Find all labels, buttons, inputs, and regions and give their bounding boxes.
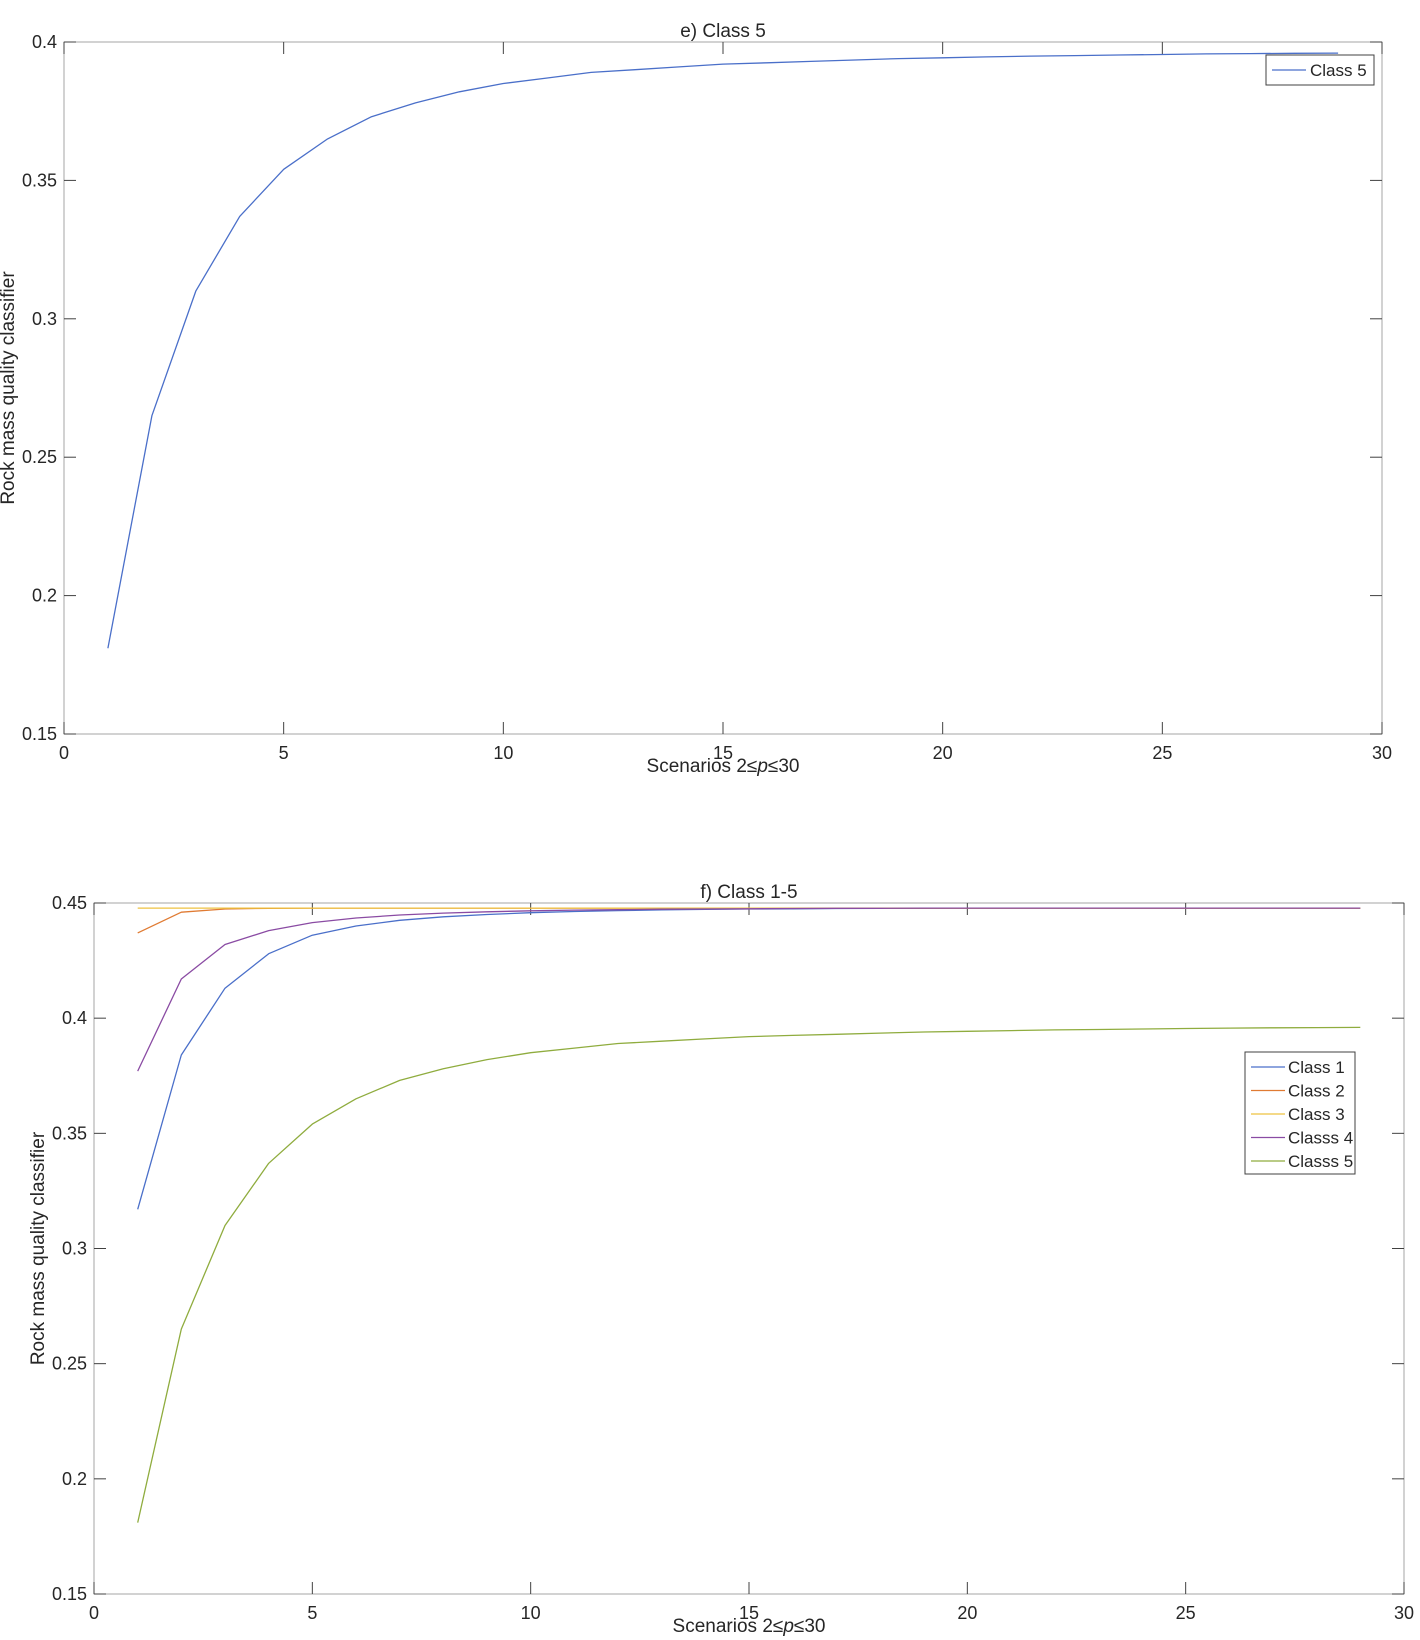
chart-f-x-tick-label: 15 [739, 1603, 759, 1623]
chart-e-x-tick-label: 25 [1152, 743, 1172, 763]
chart-f-legend-label: Classs 4 [1288, 1129, 1353, 1148]
chart-e-plot-area [63, 41, 1383, 735]
chart-f-plot-area [93, 902, 1405, 1595]
chart-e-x-tick-label: 0 [59, 743, 69, 763]
chart-e-legend: Class 5 [1265, 54, 1375, 86]
chart-e-series-line-1 [107, 52, 1339, 649]
chart-f-legend-label: Class 1 [1288, 1058, 1345, 1077]
chart-e-x-tick-label: 15 [713, 743, 733, 763]
chart-f-legend-label: Class 2 [1288, 1082, 1345, 1101]
chart-e-y-tick-label: 0.4 [32, 32, 57, 52]
chart-f-legend-label: Class 3 [1288, 1105, 1345, 1124]
chart-f-x-tick-label: 20 [957, 1603, 977, 1623]
chart-f-x-tick-label: 30 [1394, 1603, 1414, 1623]
chart-f-series-line-4 [137, 907, 1361, 1072]
chart-e-y-tick-label: 0.3 [32, 309, 57, 329]
chart-f-y-tick-label: 0.2 [62, 1469, 87, 1489]
chart-e-x-tick-label: 10 [493, 743, 513, 763]
chart-f-y-tick-label: 0.3 [62, 1239, 87, 1259]
chart-f: 0 5 10 15 20 25 30 0.15 0.2 0.25 0.3 0.35 0.4 0.45 f) … [28, 882, 1414, 1637]
chart-f-y-tick-label: 0.35 [52, 1123, 87, 1143]
chart-f-title: f) Class 1-5 [700, 882, 797, 903]
chart-f-series-line-5 [137, 1026, 1361, 1523]
chart-f-x-tick-label: 10 [521, 1603, 541, 1623]
chart-e: 0 5 10 15 20 25 30 0.15 0.2 0.25 0.3 0.35 0.4 e) Clas… [0, 21, 1392, 777]
chart-f-y-tick-label: 0.45 [52, 893, 87, 913]
chart-e-legend-label: Class 5 [1310, 61, 1367, 80]
chart-e-y-tick-label: 0.25 [22, 447, 57, 467]
chart-f-x-axis-label: Scenarios 2≤p≤30 [673, 1616, 826, 1637]
chart-f-x-tick-label: 0 [89, 1603, 99, 1623]
chart-f-legend: Class 1 Class 2 Class 3 Classs 4 Classs 5 [1244, 1051, 1356, 1175]
chart-e-x-tick-label: 5 [279, 743, 289, 763]
chart-e-title: e) Class 5 [680, 21, 766, 42]
chart-e-x-tick-label: 20 [933, 743, 953, 763]
chart-f-legend-box [1244, 1051, 1356, 1175]
chart-e-x-tick-label: 30 [1372, 743, 1392, 763]
chart-e-y-tick-label: 0.35 [22, 170, 57, 190]
chart-e-x-axis-label: Scenarios 2≤p≤30 [647, 756, 800, 777]
chart-e-y-tick-label: 0.15 [22, 724, 57, 744]
chart-f-y-axis-label: Rock mass quality classifier [28, 1131, 49, 1365]
chart-f-y-tick-label: 0.4 [62, 1008, 87, 1028]
chart-f-y-tick-label: 0.15 [52, 1584, 87, 1604]
chart-f-legend-label: Classs 5 [1288, 1152, 1353, 1171]
chart-f-x-tick-label: 5 [307, 1603, 317, 1623]
chart-e-y-tick-label: 0.2 [32, 586, 57, 606]
chart-f-x-tick-label: 25 [1176, 1603, 1196, 1623]
chart-e-y-axis-label: Rock mass quality classifier [0, 271, 19, 505]
chart-f-y-tick-label: 0.25 [52, 1354, 87, 1374]
